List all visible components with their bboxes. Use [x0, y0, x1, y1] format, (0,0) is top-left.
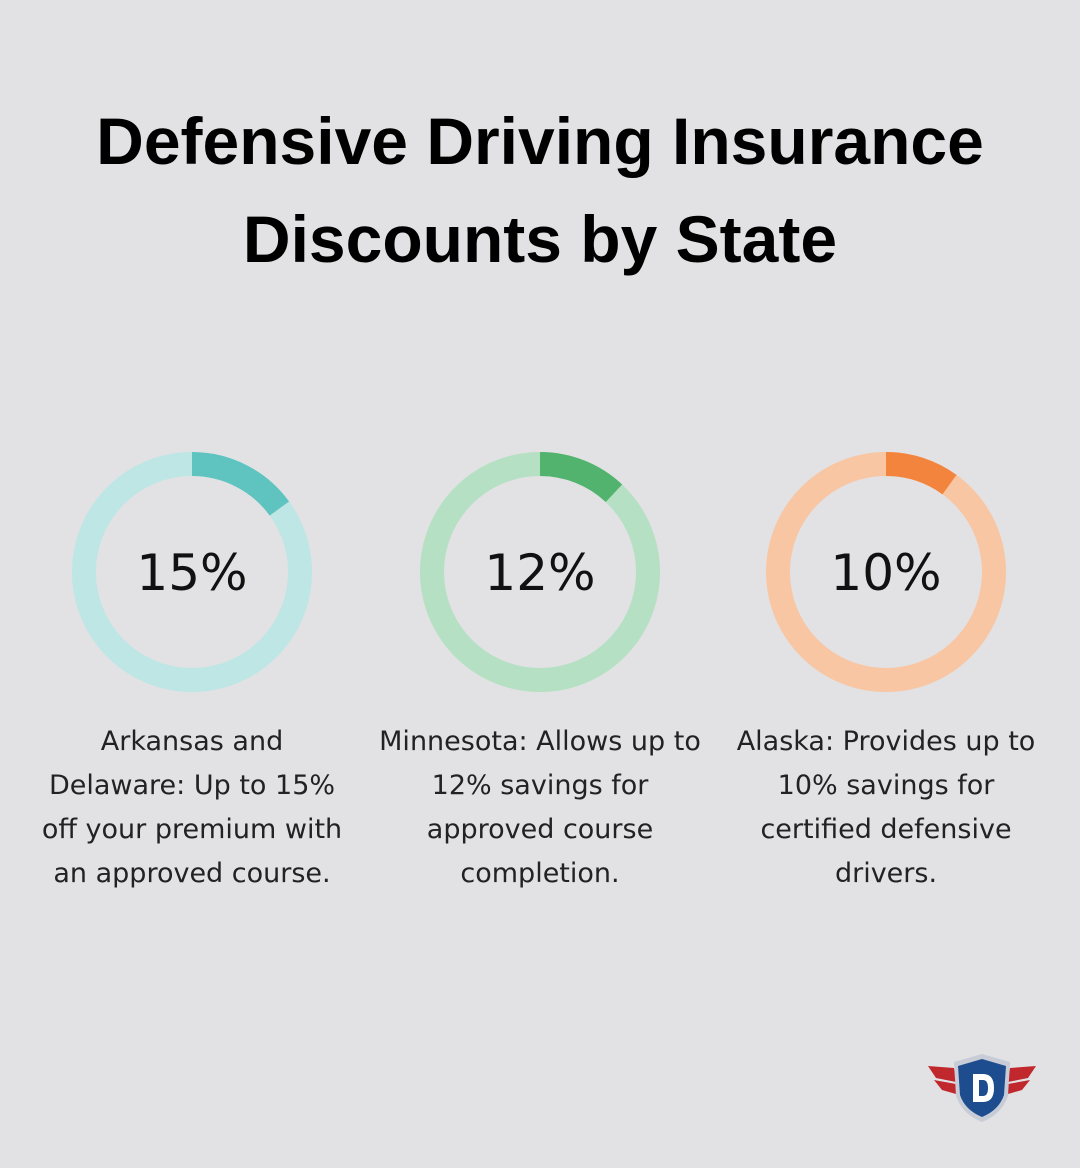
chart-panel: 15% Arkansas and Delaware: Up to 15% off … — [22, 450, 362, 896]
value-label: 10% — [830, 544, 941, 602]
donut-chart: 15% — [72, 452, 312, 692]
donut-arc — [539, 452, 623, 503]
value-label: 12% — [484, 544, 595, 602]
description: Minnesota: Allows up to 12% savings for … — [379, 726, 701, 889]
chart-panel: 10% Alaska: Provides up to 10% savings fo… — [716, 450, 1056, 896]
donut-chart: 12% — [420, 452, 660, 692]
value-label: 15% — [136, 544, 247, 602]
page-title: Defensive Driving Insurance Discounts by… — [96, 104, 984, 276]
donut-arc — [885, 452, 957, 495]
logo — [928, 1054, 1036, 1122]
chart-panel: 12% Minnesota: Allows up to 12% savings f… — [370, 450, 710, 896]
donut-arc — [191, 452, 290, 516]
description: Arkansas and Delaware: Up to 15% off you… — [41, 726, 343, 889]
description: Alaska: Provides up to 10% savings for c… — [736, 726, 1036, 889]
donut-chart: 10% — [766, 452, 1006, 692]
